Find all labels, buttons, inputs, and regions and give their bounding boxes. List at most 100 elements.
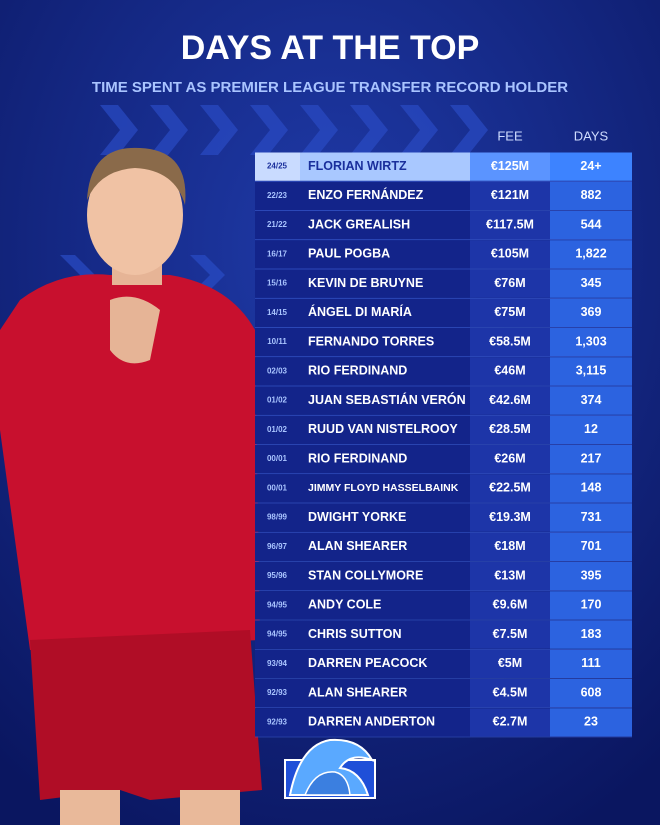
fee: €121M (491, 188, 529, 202)
cell-background (300, 240, 470, 269)
season: 16/17 (267, 249, 288, 258)
cell-background (300, 211, 470, 240)
fee: €58.5M (489, 334, 531, 348)
cell-background (300, 503, 470, 532)
cell-background (255, 181, 300, 210)
cell-background (300, 445, 470, 474)
cell-background (255, 269, 300, 298)
days: 882 (581, 188, 602, 202)
cell-background (550, 649, 632, 678)
fee: €18M (494, 539, 525, 553)
cell-background (550, 211, 632, 240)
season: 95/96 (267, 571, 288, 580)
column-header: FEE (497, 128, 523, 143)
cell-background (470, 474, 550, 503)
season: 21/22 (267, 220, 288, 229)
season: 93/94 (267, 659, 288, 668)
cell-background (255, 708, 300, 737)
cell-background (470, 445, 550, 474)
player-name: RUUD VAN NISTELROOY (308, 422, 458, 436)
fee: €105M (491, 247, 529, 261)
season: 00/01 (267, 483, 288, 492)
days: 3,115 (576, 364, 607, 378)
fee: €26M (494, 451, 525, 465)
cell-background (255, 679, 300, 708)
cell-background (550, 474, 632, 503)
fee: €28.5M (489, 422, 531, 436)
cell-background (470, 532, 550, 561)
cell-background (550, 328, 632, 357)
cell-background (300, 181, 470, 210)
cell-background (550, 415, 632, 444)
player-name: FLORIAN WIRTZ (308, 159, 407, 173)
fee: €22.5M (489, 481, 531, 495)
player-name: RIO FERDINAND (308, 451, 407, 465)
cell-background (255, 649, 300, 678)
player-name: RIO FERDINAND (308, 364, 407, 378)
fee: €75M (494, 305, 525, 319)
fee: €117.5M (486, 217, 534, 231)
title: DAYS AT THE TOP (181, 29, 480, 67)
cell-background (255, 562, 300, 591)
cell-background (550, 708, 632, 737)
days: 345 (581, 276, 602, 290)
days: 1,303 (575, 334, 606, 348)
cell-background (300, 620, 470, 649)
fee: €9.6M (493, 598, 528, 612)
cell-background (550, 152, 632, 181)
season: 00/01 (267, 454, 288, 463)
days: 608 (581, 685, 602, 699)
fee: €46M (494, 364, 525, 378)
cell-background (255, 445, 300, 474)
cell-background (550, 269, 632, 298)
player-name: KEVIN DE BRUYNE (308, 276, 423, 290)
cell-background (470, 503, 550, 532)
days: 12 (584, 422, 598, 436)
player-name: JIMMY FLOYD HASSELBAINK (308, 482, 459, 494)
cell-background (550, 298, 632, 327)
cell-background (255, 357, 300, 386)
season: 14/15 (267, 308, 288, 317)
cell-background (470, 152, 550, 181)
player-name: ÁNGEL DI MARÍA (308, 304, 412, 319)
player-name: DARREN PEACOCK (308, 656, 427, 670)
cell-background (550, 240, 632, 269)
record-table: FEE DAYS 24/25 FLORIAN WIRTZ €125M 24+ 22/23 EN… (255, 128, 632, 738)
cell-background (300, 708, 470, 737)
cell-background (470, 328, 550, 357)
cell-background (300, 679, 470, 708)
season: 94/95 (267, 600, 288, 609)
player-figure (0, 147, 262, 825)
cell-background (470, 357, 550, 386)
fee: €42.6M (489, 393, 531, 407)
player-name: ALAN SHEARER (308, 539, 407, 553)
cell-background (470, 386, 550, 415)
season: 98/99 (267, 513, 288, 522)
cell-background (470, 708, 550, 737)
cell-background (255, 240, 300, 269)
season: 92/93 (267, 717, 288, 726)
column-header: DAYS (574, 128, 609, 143)
fee: €19.3M (489, 510, 531, 524)
days: 170 (581, 598, 602, 612)
cell-background (300, 357, 470, 386)
days: 148 (581, 481, 602, 495)
cell-background (550, 679, 632, 708)
fee: €76M (494, 276, 525, 290)
cell-background (470, 415, 550, 444)
cell-background (300, 152, 470, 181)
player-name: PAUL POGBA (308, 247, 390, 261)
cell-background (255, 415, 300, 444)
player-name: STAN COLLYMORE (308, 568, 423, 582)
season: 10/11 (267, 337, 287, 346)
cell-background (255, 386, 300, 415)
days: 111 (581, 656, 601, 670)
season: 01/02 (267, 425, 288, 434)
days: 217 (581, 451, 602, 465)
player-name: ALAN SHEARER (308, 685, 407, 699)
cell-background (255, 298, 300, 327)
cell-background (550, 562, 632, 591)
fee: €4.5M (493, 685, 528, 699)
cell-background (550, 620, 632, 649)
